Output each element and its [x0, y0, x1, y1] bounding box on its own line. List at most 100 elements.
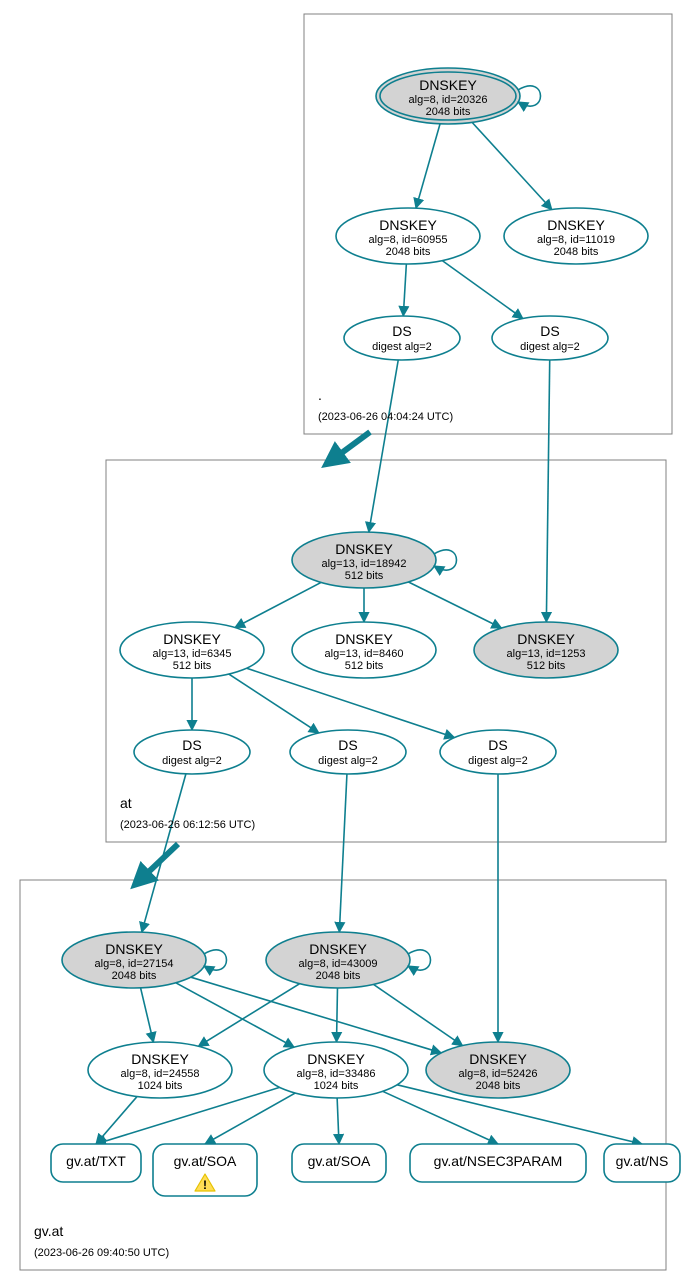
self-loop-gv_ksk2	[408, 950, 431, 970]
zone-timestamp-gvat: (2023-06-26 09:40:50 UTC)	[34, 1247, 169, 1259]
svg-text:gv.at/NSEC3PARAM: gv.at/NSEC3PARAM	[434, 1153, 563, 1169]
svg-text:alg=8, id=24558: alg=8, id=24558	[121, 1068, 200, 1080]
svg-text:digest alg=2: digest alg=2	[372, 341, 432, 353]
dnskey-node-at_ksk: DNSKEYalg=13, id=18942512 bits	[292, 532, 457, 588]
svg-text:DS: DS	[392, 323, 411, 339]
svg-text:alg=13, id=1253: alg=13, id=1253	[507, 648, 586, 660]
edge-at_zsk1-at_ds2	[229, 674, 319, 733]
edge-root_zsk1-root_ds2	[442, 261, 523, 319]
svg-text:2048 bits: 2048 bits	[316, 970, 361, 982]
dnskey-node-at_ds3: DSdigest alg=2	[440, 730, 556, 774]
record-rec_soa: gv.at/SOA	[292, 1144, 386, 1182]
svg-text:DNSKEY: DNSKEY	[131, 1051, 189, 1067]
record-rec_nsec: gv.at/NSEC3PARAM	[410, 1144, 586, 1182]
edge-root_ksk-root_zsk2	[472, 122, 552, 209]
dnskey-node-root_zsk2: DNSKEYalg=8, id=110192048 bits	[504, 208, 648, 264]
svg-text:digest alg=2: digest alg=2	[162, 755, 222, 767]
svg-text:2048 bits: 2048 bits	[386, 246, 431, 258]
edge-at_ksk-at_zsk3	[409, 582, 502, 628]
svg-text:DNSKEY: DNSKEY	[547, 217, 605, 233]
edge-gv_ksk1-gv_zsk2	[176, 983, 294, 1047]
dnskey-node-at_ds1: DS digest alg=2	[134, 730, 250, 774]
edge-at_ds2-gv_ksk2	[339, 774, 347, 932]
edge-gv_ksk1-gv_zsk1	[141, 988, 154, 1042]
edge-gv_zsk2-rec_soa	[337, 1098, 339, 1144]
svg-text:alg=8, id=33486: alg=8, id=33486	[297, 1068, 376, 1080]
edge-root_zsk1-root_ds1	[403, 264, 406, 316]
svg-text:DNSKEY: DNSKEY	[307, 1051, 365, 1067]
svg-text:DNSKEY: DNSKEY	[335, 631, 393, 647]
edge-root_ds1-at_ksk	[369, 360, 398, 532]
dnskey-node-root_zsk1: DNSKEYalg=8, id=609552048 bits	[336, 208, 480, 264]
record-rec_ns: gv.at/NS	[604, 1144, 680, 1182]
svg-text:DS: DS	[540, 323, 559, 339]
svg-text:alg=13, id=6345: alg=13, id=6345	[153, 648, 232, 660]
svg-text:2048 bits: 2048 bits	[554, 246, 599, 258]
svg-text:alg=8, id=20326: alg=8, id=20326	[409, 94, 488, 106]
edge-at_zsk1-at_ds3	[247, 668, 455, 737]
edge-at_ds1-gv_ksk1	[142, 774, 186, 932]
svg-text:2048 bits: 2048 bits	[426, 106, 471, 118]
svg-text:DNSKEY: DNSKEY	[469, 1051, 527, 1067]
svg-text:512 bits: 512 bits	[345, 660, 384, 672]
svg-text:DNSKEY: DNSKEY	[379, 217, 437, 233]
svg-text:alg=8, id=11019: alg=8, id=11019	[537, 234, 615, 246]
svg-text:2048 bits: 2048 bits	[112, 970, 157, 982]
svg-text:digest alg=2: digest alg=2	[468, 755, 528, 767]
dnskey-node-root_ds2: DS digest alg=2	[492, 316, 608, 360]
svg-text:alg=13, id=18942: alg=13, id=18942	[321, 558, 406, 570]
dnskey-node-root_ds1: DS digest alg=2	[344, 316, 460, 360]
zone-link-arrow	[332, 432, 370, 460]
edge-gv_ksk2-gv_zsk1	[198, 984, 299, 1047]
zone-timestamp-at: (2023-06-26 06:12:56 UTC)	[120, 819, 255, 831]
dnskey-node-at_zsk1: DNSKEYalg=13, id=6345512 bits	[120, 622, 264, 678]
svg-text:alg=8, id=27154: alg=8, id=27154	[95, 958, 174, 970]
self-loop-root_ksk	[518, 86, 541, 106]
zone-label-root: .	[318, 387, 322, 403]
edge-at_ksk-at_zsk1	[235, 582, 321, 627]
zone-label-at: at	[120, 795, 132, 811]
svg-text:1024 bits: 1024 bits	[314, 1080, 359, 1092]
svg-text:gv.at/SOA: gv.at/SOA	[308, 1153, 371, 1169]
svg-text:DNSKEY: DNSKEY	[517, 631, 575, 647]
svg-text:DNSKEY: DNSKEY	[105, 941, 163, 957]
record-rec_txt: gv.at/TXT	[51, 1144, 141, 1182]
self-loop-gv_ksk1	[204, 950, 227, 970]
dnskey-node-gv_ksk1: DNSKEYalg=8, id=271542048 bits	[62, 932, 227, 988]
svg-text:DS: DS	[182, 737, 201, 753]
dnskey-node-gv_zsk3: DNSKEYalg=8, id=524262048 bits	[426, 1042, 570, 1098]
svg-text:512 bits: 512 bits	[173, 660, 212, 672]
svg-text:!: !	[203, 1178, 207, 1192]
svg-text:1024 bits: 1024 bits	[138, 1080, 183, 1092]
svg-text:DNSKEY: DNSKEY	[419, 77, 477, 93]
svg-text:alg=13, id=8460: alg=13, id=8460	[325, 648, 404, 660]
svg-text:digest alg=2: digest alg=2	[520, 341, 580, 353]
zone-timestamp-root: (2023-06-26 04:04:24 UTC)	[318, 411, 453, 423]
svg-text:alg=8, id=52426: alg=8, id=52426	[459, 1068, 538, 1080]
svg-text:alg=8, id=43009: alg=8, id=43009	[299, 958, 378, 970]
edge-root_ksk-root_zsk1	[416, 124, 440, 208]
dnskey-node-gv_ksk2: DNSKEYalg=8, id=430092048 bits	[266, 932, 431, 988]
zone-label-gvat: gv.at	[34, 1223, 63, 1239]
dnskey-node-gv_zsk1: DNSKEYalg=8, id=245581024 bits	[88, 1042, 232, 1098]
svg-text:2048 bits: 2048 bits	[476, 1080, 521, 1092]
dnskey-node-at_zsk3: DNSKEYalg=13, id=1253512 bits	[474, 622, 618, 678]
svg-text:gv.at/TXT: gv.at/TXT	[66, 1153, 126, 1169]
svg-text:gv.at/SOA: gv.at/SOA	[174, 1153, 237, 1169]
svg-text:DNSKEY: DNSKEY	[309, 941, 367, 957]
svg-text:512 bits: 512 bits	[527, 660, 566, 672]
edge-root_ds2-at_zsk3	[546, 360, 549, 622]
svg-text:512 bits: 512 bits	[345, 570, 384, 582]
svg-text:gv.at/NS: gv.at/NS	[616, 1153, 669, 1169]
edge-gv_zsk2-rec_nsec	[383, 1091, 498, 1144]
edge-gv_zsk2-rec_soa_w	[205, 1093, 295, 1144]
dnskey-node-at_zsk2: DNSKEYalg=13, id=8460512 bits	[292, 622, 436, 678]
svg-text:alg=8, id=60955: alg=8, id=60955	[369, 234, 448, 246]
zone-link-arrow	[140, 844, 178, 880]
svg-text:DS: DS	[338, 737, 357, 753]
edge-gv_ksk2-gv_zsk2	[337, 988, 338, 1042]
dnskey-node-gv_zsk2: DNSKEYalg=8, id=334861024 bits	[264, 1042, 408, 1098]
dnskey-node-root_ksk: DNSKEYalg=8, id=203262048 bits	[376, 68, 541, 124]
svg-text:DNSKEY: DNSKEY	[163, 631, 221, 647]
self-loop-at_ksk	[434, 550, 457, 570]
